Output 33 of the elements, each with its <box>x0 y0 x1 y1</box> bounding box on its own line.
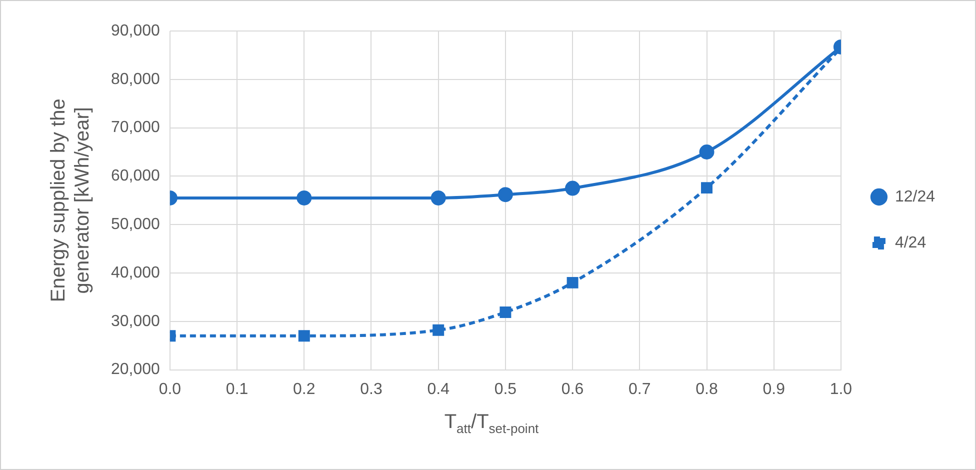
legend-label: 4/24 <box>894 234 926 252</box>
point <box>498 187 513 202</box>
y-tick-label: 70,000 <box>111 119 160 136</box>
point <box>699 144 714 160</box>
point <box>298 330 310 342</box>
point <box>296 190 312 206</box>
x-tick-label: 0.0 <box>158 380 182 398</box>
point <box>701 182 712 194</box>
y-tick-label: 30,000 <box>111 312 160 330</box>
y-tick-label: 40,000 <box>111 264 160 282</box>
x-tick-label: 0.3 <box>360 380 382 398</box>
point <box>430 190 446 206</box>
y-tick-label: 60,000 <box>111 168 160 185</box>
y-tick-label: 20,000 <box>111 361 160 378</box>
point <box>432 324 444 336</box>
point <box>566 276 578 288</box>
y-tick-label: 50,000 <box>111 216 160 234</box>
y-tick-label: 80,000 <box>111 70 160 88</box>
x-tick-label: 0.5 <box>494 380 517 398</box>
x-tick-label: 0.4 <box>427 380 450 398</box>
point <box>500 306 512 318</box>
x-tick-label: 1.0 <box>830 380 852 398</box>
x-tick-label: 0.6 <box>561 380 584 398</box>
x-tick-label: 0.1 <box>226 380 248 398</box>
x-tick-label: 0.8 <box>696 380 718 398</box>
legend-label: 12/24 <box>894 188 936 206</box>
x-tick-label: 0.7 <box>628 380 651 398</box>
y-tick-label: 90,000 <box>111 22 160 40</box>
point <box>565 180 580 196</box>
x-tick-label: 0.9 <box>762 380 786 398</box>
x-axis-title: T$_{att}$/T$_{set-point}$ <box>443 411 540 436</box>
y-axis-title: Energy supplied by the generator [kWh/year] <box>48 98 94 302</box>
x-tick-label: 0.2 <box>293 380 316 398</box>
